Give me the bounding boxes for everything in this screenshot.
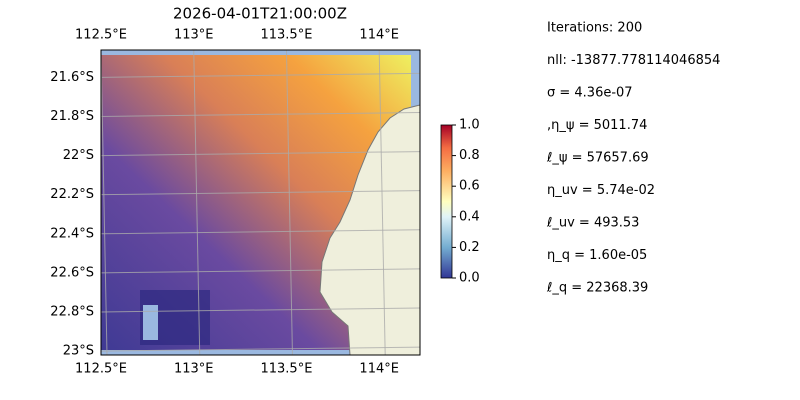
stat-line: ,η_ψ = 5011.74 bbox=[547, 118, 647, 133]
stat-line: η_q = 1.60e-05 bbox=[547, 248, 647, 263]
graticule-lon bbox=[378, 50, 386, 355]
lat-label: 23°S bbox=[63, 344, 94, 359]
graticule-lon bbox=[101, 50, 108, 355]
graticule-lat bbox=[101, 190, 420, 196]
colorbar-label: 0.8 bbox=[459, 148, 480, 163]
lon-label-top: 113.5°E bbox=[260, 28, 312, 43]
stat-line: ℓ_uv = 493.53 bbox=[546, 216, 639, 231]
lat-label: 22.2°S bbox=[50, 187, 94, 202]
lat-label: 21.6°S bbox=[50, 70, 94, 85]
lon-label-top: 114°E bbox=[359, 28, 399, 43]
lat-label: 22.4°S bbox=[50, 226, 94, 241]
colorbar-label: 0.6 bbox=[459, 179, 480, 194]
lon-label-bottom: 114°E bbox=[359, 362, 399, 377]
lat-label: 21.8°S bbox=[50, 109, 94, 124]
colorbar-label: 0.0 bbox=[459, 271, 480, 286]
lat-label: 22.8°S bbox=[50, 304, 94, 319]
mask bbox=[143, 305, 158, 340]
graticule-lat bbox=[101, 72, 420, 78]
stat-line: Iterations: 200 bbox=[547, 21, 642, 36]
stat-line: η_uv = 5.74e-02 bbox=[547, 183, 655, 198]
lon-label-bottom: 112.5°E bbox=[75, 362, 127, 377]
lon-label-top: 112.5°E bbox=[75, 28, 127, 43]
stat-line: nll: -13877.778114046854 bbox=[547, 53, 720, 68]
map-frame bbox=[100, 49, 421, 356]
colorbar-label: 1.0 bbox=[459, 118, 480, 133]
graticule-lat bbox=[101, 268, 420, 274]
graticule-lon bbox=[285, 50, 293, 355]
graticule-lon bbox=[193, 50, 201, 355]
lat-label: 22.6°S bbox=[50, 265, 94, 280]
graticule-lat bbox=[101, 229, 420, 235]
lat-label: 22°S bbox=[63, 148, 94, 163]
stat-line: ℓ_ψ = 57657.69 bbox=[546, 151, 649, 166]
lon-label-top: 113°E bbox=[174, 28, 214, 43]
colorbar bbox=[440, 124, 453, 279]
graticule-lat bbox=[101, 151, 420, 157]
stat-line: σ = 4.36e-07 bbox=[547, 86, 633, 101]
title: 2026-04-01T21:00:00Z bbox=[173, 5, 347, 23]
stat-line: ℓ_q = 22368.39 bbox=[546, 281, 648, 296]
lon-label-bottom: 113°E bbox=[174, 362, 214, 377]
graticule-lat bbox=[101, 346, 420, 352]
colorbar-label: 0.4 bbox=[459, 209, 480, 224]
colorbar-label: 0.2 bbox=[459, 240, 480, 255]
lon-label-bottom: 113.5°E bbox=[260, 362, 312, 377]
map bbox=[101, 50, 420, 355]
graticule-lat bbox=[101, 307, 420, 313]
graticule-lat bbox=[101, 111, 420, 117]
